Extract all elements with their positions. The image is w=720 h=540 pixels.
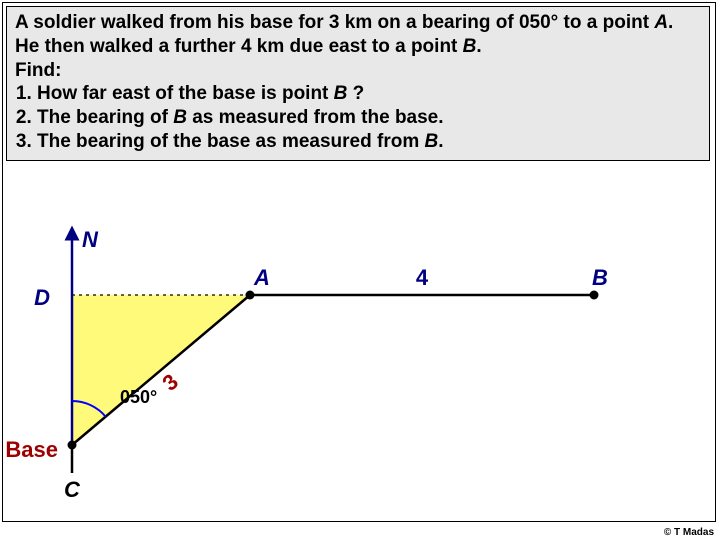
bearing-diagram: N D A B CBase 050°3 4	[6, 215, 710, 520]
point-a-ref: A	[654, 12, 668, 33]
label-a: A	[253, 265, 270, 290]
label-length-4: 4	[416, 265, 429, 290]
question-1: How far east of the base is point B ?	[37, 82, 701, 106]
problem-line1-post: .	[668, 12, 673, 33]
point-B	[590, 291, 599, 300]
point-b-ref: B	[463, 36, 477, 57]
label-d: D	[34, 285, 50, 310]
question-list: How far east of the base is point B ? Th…	[37, 82, 701, 153]
label-b: B	[592, 265, 608, 290]
question-2: The bearing of B as measured from the ba…	[37, 106, 701, 130]
label-length-3: 3	[157, 369, 182, 396]
label-n: N	[82, 227, 99, 252]
problem-line2-pre: He then walked a further 4 km due east t…	[15, 36, 463, 57]
label-base: Base	[6, 437, 58, 462]
find-label: Find:	[15, 60, 61, 81]
question-3: The bearing of the base as measured from…	[37, 130, 701, 154]
problem-line1-pre: A soldier walked from his base for 3 km …	[15, 12, 654, 33]
problem-line2-post: .	[476, 36, 481, 57]
copyright-text: © T Madas	[664, 527, 714, 538]
label-angle: 050°	[120, 387, 157, 407]
point-A	[246, 291, 255, 300]
problem-statement: A soldier walked from his base for 3 km …	[6, 6, 710, 161]
point-base	[68, 441, 77, 450]
label-c: C	[64, 477, 81, 502]
